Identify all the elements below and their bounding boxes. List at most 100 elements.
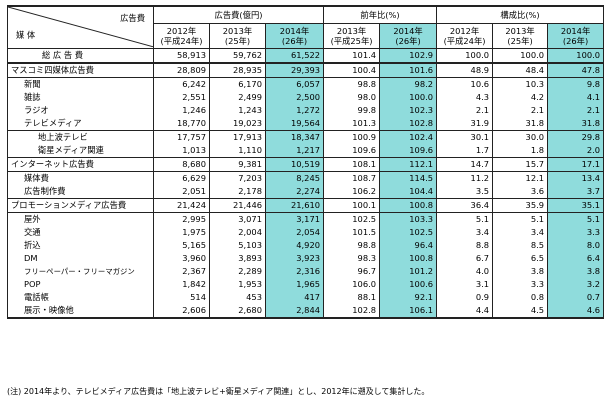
col-header-era: (26年) (562, 36, 589, 46)
cell-cost-2014: 2,844 (264, 304, 325, 319)
row-label: 屋外 (7, 212, 154, 226)
cell-cost-2013: 17,913 (209, 130, 266, 144)
cell-share-2012: 100.0 (436, 48, 494, 64)
cell-yoy-2013: 102.8 (323, 304, 381, 319)
cell-cost-2014: 2,274 (264, 185, 325, 199)
cell-share-2013: 3.6 (492, 185, 549, 199)
row-label: 電話帳 (7, 291, 154, 304)
cell-share-2014: 29.8 (547, 130, 605, 144)
cell-yoy-2013: 106.2 (323, 185, 381, 199)
row-label: フリーペーパー・フリーマガジン (7, 265, 154, 278)
col-header-year: 2013年 (336, 26, 367, 36)
table-row-media-cost: 媒体費 6,629 7,203 8,245 108.7 114.5 11.2 1… (7, 171, 605, 185)
cell-share-2014: 2.0 (547, 144, 605, 158)
cell-cost-2012: 2,551 (153, 91, 210, 104)
cell-yoy-2014: 102.9 (379, 48, 438, 64)
cell-share-2012: 4.0 (436, 265, 494, 278)
cell-cost-2014: 8,245 (264, 171, 325, 185)
col-header-year: 2013年 (505, 26, 535, 36)
cell-share-2014: 35.1 (547, 198, 605, 213)
cell-share-2013: 1.8 (492, 144, 549, 158)
col-header-yoy-2013: 2013年 (平成25年) (323, 23, 381, 49)
cell-yoy-2014: 114.5 (379, 171, 438, 185)
cell-yoy-2014: 100.8 (379, 198, 438, 213)
cell-yoy-2014: 102.3 (379, 104, 438, 117)
row-label: 地上波テレビ (7, 130, 154, 144)
table-row-transit: 交通 1,975 2,004 2,054 101.5 102.5 3.4 3.4… (7, 226, 605, 239)
cell-share-2014: 3.2 (547, 278, 605, 291)
cell-share-2014: 3.7 (547, 185, 605, 199)
cell-share-2014: 2.1 (547, 104, 605, 117)
cell-cost-2012: 1,013 (153, 144, 210, 158)
group-header-cost: 広告費(億円) (152, 5, 325, 24)
cell-share-2012: 0.9 (436, 291, 494, 304)
cell-cost-2013: 1,953 (209, 278, 266, 291)
cell-share-2013: 48.4 (492, 62, 549, 78)
table-row-mass-media: マスコミ四媒体広告費 28,809 28,935 29,393 100.4 10… (7, 62, 605, 78)
col-header-era: (26年) (395, 36, 421, 46)
table-row-satellite-media: 衛星メディア関連 1,013 1,110 1,217 109.6 109.6 1… (7, 144, 605, 158)
cell-yoy-2013: 106.0 (323, 278, 381, 291)
table-row-promotion-media: プロモーションメディア広告費 21,424 21,446 21,610 100.… (7, 198, 605, 213)
cell-cost-2014: 10,519 (264, 157, 325, 172)
row-label: 新聞 (7, 77, 154, 91)
row-label: 総 広 告 費 (7, 48, 154, 64)
col-header-year: 2014年 (393, 26, 423, 36)
col-header-era: (25年) (224, 36, 251, 46)
cell-share-2012: 6.7 (436, 252, 494, 265)
cell-cost-2012: 58,913 (153, 48, 210, 64)
col-header-share-2013: 2013年 (25年) (492, 23, 549, 49)
cell-yoy-2013: 98.8 (323, 239, 381, 252)
cell-share-2014: 0.7 (547, 291, 605, 304)
cell-yoy-2014: 102.4 (379, 130, 438, 144)
cell-yoy-2013: 100.4 (323, 62, 381, 78)
cell-cost-2014: 4,920 (264, 239, 325, 252)
cell-share-2014: 6.4 (547, 252, 605, 265)
cell-share-2014: 47.8 (547, 62, 605, 78)
cell-share-2013: 3.8 (492, 265, 549, 278)
cell-yoy-2013: 108.7 (323, 171, 381, 185)
cell-cost-2014: 1,272 (264, 104, 325, 117)
col-header-yoy-2014: 2014年 (26年) (379, 23, 438, 49)
row-label: 広告制作費 (7, 185, 154, 199)
cell-share-2012: 4.3 (436, 91, 494, 104)
cell-share-2013: 3.3 (492, 278, 549, 291)
cell-yoy-2014: 92.1 (379, 291, 438, 304)
cell-share-2013: 8.5 (492, 239, 549, 252)
cell-cost-2013: 1,110 (209, 144, 266, 158)
cell-share-2013: 12.1 (492, 171, 549, 185)
cell-share-2012: 2.1 (436, 104, 494, 117)
row-label: 媒体費 (7, 171, 154, 185)
cell-share-2012: 3.4 (436, 226, 494, 239)
table-row-terrestrial-tv: 地上波テレビ 17,757 17,913 18,347 100.9 102.4 … (7, 130, 605, 144)
cell-yoy-2013: 101.5 (323, 226, 381, 239)
cell-cost-2013: 59,762 (209, 48, 266, 64)
cell-cost-2013: 2,499 (209, 91, 266, 104)
cell-share-2013: 4.2 (492, 91, 549, 104)
cell-cost-2012: 2,995 (153, 212, 210, 226)
col-header-cost-2014: 2014年 (26年) (264, 23, 325, 49)
table-row-total: 総 広 告 費 58,913 59,762 61,522 101.4 102.9… (7, 48, 605, 64)
cell-cost-2012: 8,680 (153, 157, 210, 172)
cell-cost-2012: 1,975 (153, 226, 210, 239)
col-header-year: 2014年 (279, 26, 310, 36)
cell-cost-2014: 2,054 (264, 226, 325, 239)
table-row-outdoor: 屋外 2,995 3,071 3,171 102.5 103.3 5.1 5.1… (7, 212, 605, 226)
col-header-cost-2012: 2012年 (平成24年) (153, 23, 210, 49)
table-row-magazine: 雑誌 2,551 2,499 2,500 98.0 100.0 4.3 4.2 … (7, 91, 605, 104)
cell-share-2013: 6.5 (492, 252, 549, 265)
table-row-free-paper: フリーペーパー・フリーマガジン 2,367 2,289 2,316 96.7 1… (7, 265, 605, 278)
cell-share-2013: 15.7 (492, 157, 549, 172)
cell-cost-2012: 6,629 (153, 171, 210, 185)
cell-cost-2012: 514 (153, 291, 210, 304)
cell-cost-2014: 3,923 (264, 252, 325, 265)
cell-share-2012: 11.2 (436, 171, 494, 185)
cell-cost-2013: 453 (209, 291, 266, 304)
table-row-exhibition-video: 展示・映像他 2,606 2,680 2,844 102.8 106.1 4.4… (7, 304, 605, 319)
cell-cost-2014: 417 (264, 291, 325, 304)
row-label: 雑誌 (7, 91, 154, 104)
cell-cost-2014: 3,171 (264, 212, 325, 226)
cell-share-2014: 3.3 (547, 226, 605, 239)
table-row-phone-directory: 電話帳 514 453 417 88.1 92.1 0.9 0.8 0.7 (7, 291, 605, 304)
col-header-share-2014: 2014年 (26年) (547, 23, 605, 49)
